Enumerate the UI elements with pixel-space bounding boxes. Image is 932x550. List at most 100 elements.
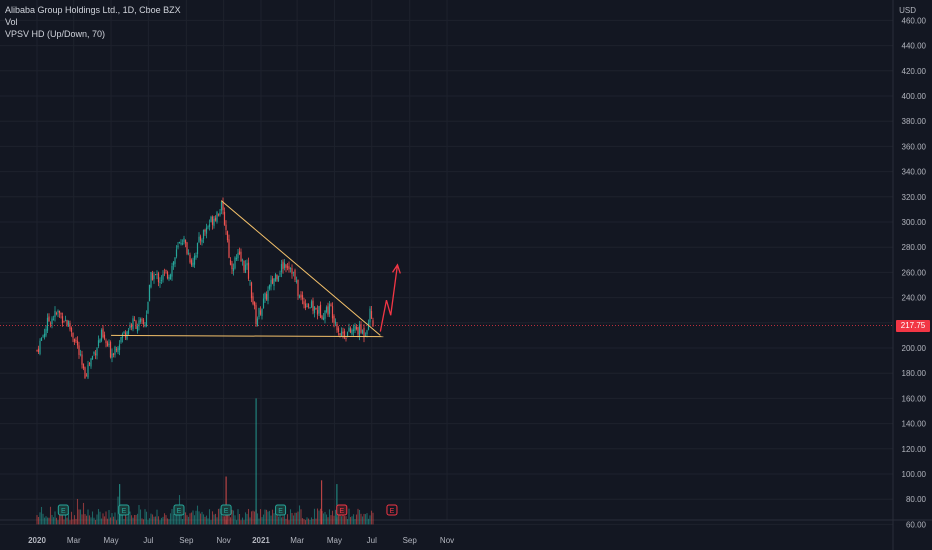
volume-bar [279,507,281,525]
volume-bar [286,514,289,525]
candle-body [81,354,83,365]
resistance-trendline [220,200,381,336]
volume-bar [96,514,98,525]
volume-spike [225,476,227,525]
y-tick-label: 400.00 [902,92,927,101]
candle-body [307,304,310,308]
candle-body [312,300,314,311]
volume-bar [72,519,74,525]
volume-bar [253,511,256,525]
candle-body [313,306,316,313]
volume-label[interactable]: Vol [5,17,18,27]
volume-bar [342,510,344,525]
candle-body [99,339,101,343]
candle-body [108,344,110,346]
y-tick-label: 380.00 [902,117,927,126]
volume-bar [49,506,52,525]
chart-legend: Alibaba Group Holdings Ltd., 1D, Cboe BZ… [5,4,181,40]
candle-body [243,260,245,271]
candle-body [154,274,157,276]
candle-body [300,294,302,298]
x-tick-label: Sep [179,536,194,545]
earnings-marker[interactable]: E [57,504,69,516]
volume-bar [103,516,106,525]
candle-body [150,271,152,288]
volume-bar [157,516,160,525]
volume-bar [312,519,314,525]
indicator-label[interactable]: VPSV HD (Up/Down, 70) [5,29,106,39]
candle-body [253,301,256,306]
candle-body [165,270,167,272]
volume-bar [241,517,244,525]
candle-body [64,320,67,321]
candle-body [225,224,227,230]
earnings-marker-box [220,504,232,516]
volume-bar [213,514,215,525]
volume-bar [294,512,296,525]
volume-bar [231,509,233,525]
candle-body [238,251,241,254]
volume-bar [57,520,59,525]
earnings-marker[interactable]: E [220,504,232,516]
volume-bar [283,514,286,525]
earnings-marker[interactable]: E [173,504,185,516]
candle-body [217,214,220,216]
earnings-marker[interactable]: E [336,504,348,516]
candle-body [196,243,199,255]
y-tick-label: 300.00 [902,218,927,227]
volume-bar [51,514,53,525]
candle-body [274,274,277,282]
volume-bar [288,520,290,525]
volume-bar [177,509,179,525]
candle-body [168,277,170,280]
volume-bar [150,513,152,525]
candle-body [249,280,251,282]
y-tick-label: 100.00 [902,470,927,479]
volume-bar [129,511,131,525]
volume-bar [265,509,268,525]
candle-body [328,304,331,314]
volume-bar [234,515,236,525]
earnings-marker[interactable]: E [275,504,287,516]
candle-body [306,306,308,307]
earnings-marker[interactable]: E [118,504,130,516]
earnings-marker[interactable]: E [386,504,398,516]
volume-bar [301,518,304,525]
volume-bar [73,515,76,525]
volume-bar [262,514,265,525]
candle-body [49,323,52,325]
candle-body [160,280,163,281]
currency-label[interactable]: USD [899,6,916,15]
candle-body [232,268,235,272]
candle-body [340,331,343,337]
volume-bar [360,513,362,525]
symbol-title[interactable]: Alibaba Group Holdings Ltd., 1D, Cboe BZ… [5,5,181,15]
candle-body [145,315,148,326]
volume-bar [327,517,329,525]
volume-bar [163,513,166,525]
volume-bar [276,508,278,525]
candle-body [298,295,301,298]
volume-bar [168,519,170,525]
candle-body [235,257,238,260]
volume-bar [295,512,298,525]
candle-body [129,325,131,329]
volume-bar [271,509,274,525]
candle-body [40,338,43,341]
volume-bar [79,509,82,525]
y-tick-label: 280.00 [902,243,927,252]
volume-bar [195,510,197,525]
x-tick-label: May [103,536,118,545]
candle-body [304,303,307,308]
candle-body [265,293,268,300]
volume-bar [184,512,187,525]
volume-bar [91,511,94,525]
candle-body [139,319,142,322]
candle-body [184,239,187,244]
candle-body [93,351,95,354]
candle-body [52,319,55,321]
volume-bar [351,516,353,525]
candle-body [120,337,122,343]
